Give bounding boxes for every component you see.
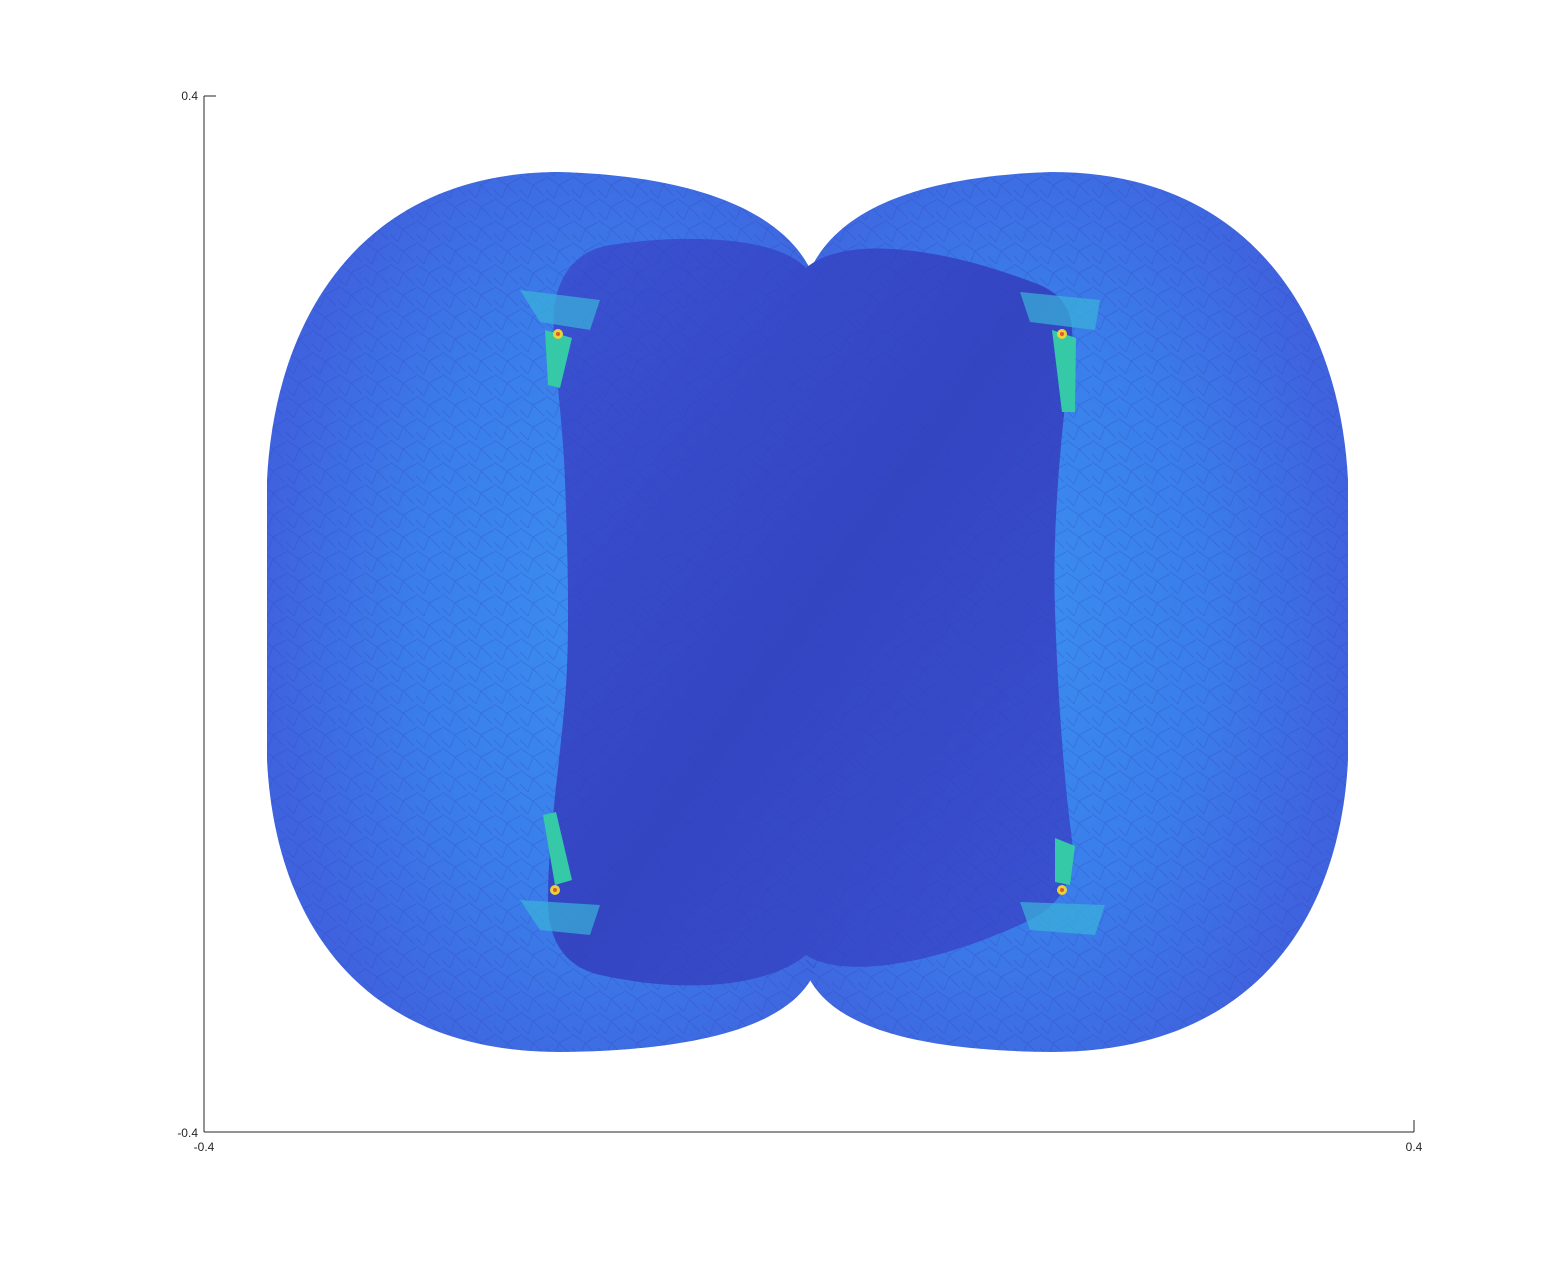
surface-plot — [267, 172, 1348, 1052]
hotspot-bottom-left — [520, 812, 600, 935]
hotspot-top-left — [520, 290, 600, 388]
axes: 0.4 -0.4 -0.4 0.4 — [177, 89, 1422, 1154]
inner-body-mesh — [548, 238, 1073, 986]
x-tick-label-right: 0.4 — [1406, 1140, 1423, 1154]
y-tick-label-top: 0.4 — [181, 89, 198, 103]
y-tick-label-bottom: -0.4 — [177, 1126, 198, 1140]
hotspot-top-right — [1020, 292, 1100, 412]
x-tick-label-left: -0.4 — [194, 1140, 215, 1154]
hotspot-bottom-right — [1020, 838, 1105, 935]
